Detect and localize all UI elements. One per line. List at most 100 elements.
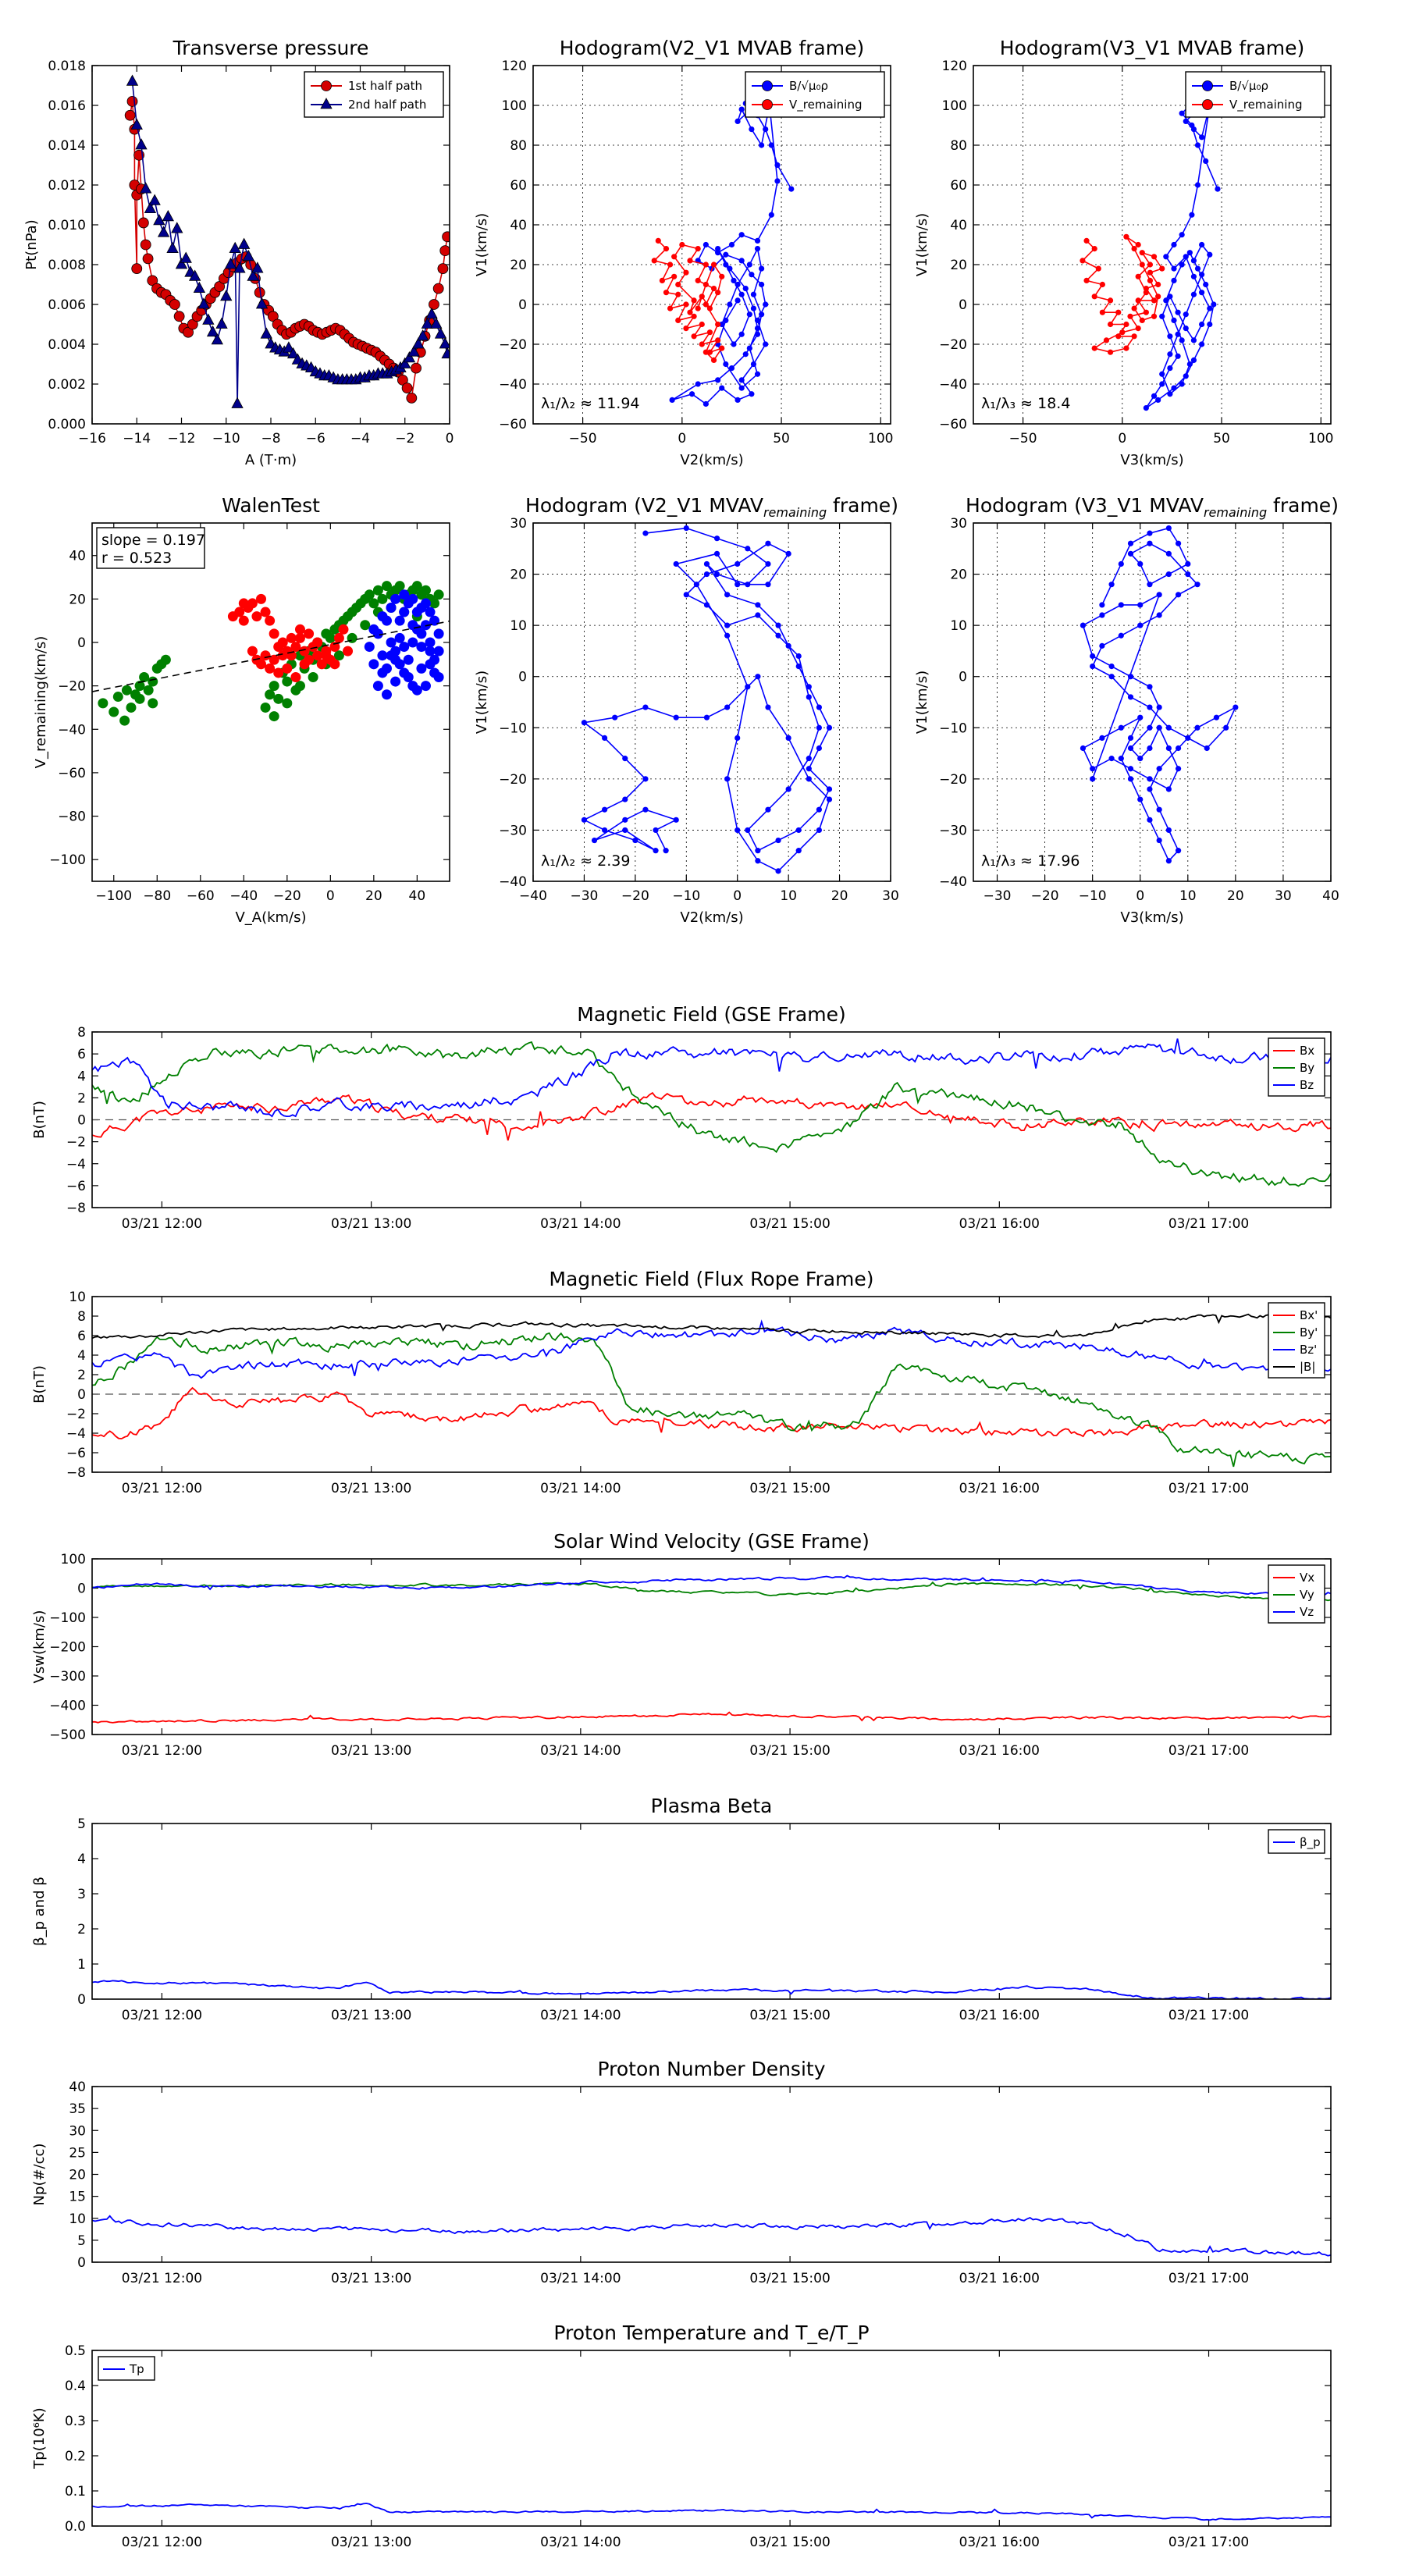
data-point (1175, 331, 1181, 337)
data-point (1185, 560, 1191, 568)
data-point (294, 624, 305, 635)
data-point (126, 95, 138, 107)
data-point (1202, 80, 1213, 91)
y-tick-label: −2 (66, 1135, 86, 1151)
data-point (1179, 337, 1185, 343)
y-tick-label: −200 (49, 1640, 86, 1656)
data-point (425, 307, 438, 319)
y-axis-label: B(nT) (31, 1365, 48, 1404)
legend-label: 2nd half path (348, 98, 426, 112)
data-point (1131, 305, 1137, 311)
y-axis-label: B(nT) (31, 1101, 48, 1139)
data-point (702, 262, 709, 268)
y-tick-label: −100 (49, 852, 86, 868)
data-point (1155, 397, 1161, 403)
data-point (1190, 258, 1197, 264)
plot-frame (532, 522, 891, 882)
data-point (683, 301, 689, 308)
legend-label: V_remaining (789, 98, 863, 112)
series-line (92, 1581, 1331, 1602)
data-point (622, 827, 628, 834)
data-point (785, 786, 791, 792)
data-point (433, 628, 444, 639)
data-point (1156, 806, 1162, 813)
data-point (1127, 776, 1134, 782)
data-point (746, 262, 752, 268)
y-tick-label: 8 (77, 1309, 86, 1325)
y-tick-label: −40 (499, 377, 527, 393)
data-point (738, 385, 745, 391)
y-tick-label: −400 (49, 1699, 86, 1714)
data-point (755, 674, 761, 680)
data-point (642, 530, 649, 536)
data-point (425, 637, 436, 648)
series-line (1082, 527, 1237, 863)
data-point (429, 598, 440, 609)
legend-label: Bz' (1300, 1343, 1317, 1357)
data-point (731, 341, 737, 347)
data-point (775, 868, 781, 874)
data-point (283, 341, 295, 353)
data-point (738, 232, 745, 238)
x-tick-label: −12 (168, 431, 196, 447)
y-tick-label: 5 (77, 2233, 86, 2249)
plot-frame (973, 522, 1332, 882)
y-tick-label: 0 (77, 1387, 86, 1403)
legend-box (304, 71, 444, 118)
data-point (759, 142, 765, 148)
data-point (742, 351, 749, 358)
data-point (1099, 281, 1105, 288)
data-point (806, 694, 812, 700)
data-point (755, 858, 761, 864)
chart-title-text: Hodogram (V3_V1 MVAV (966, 494, 1204, 517)
data-point (695, 381, 701, 387)
data-point (719, 321, 725, 328)
data-point (215, 317, 228, 329)
data-point (695, 305, 701, 311)
data-point (1175, 540, 1182, 546)
y-tick-label: 1 (77, 1957, 86, 1973)
data-point (1175, 745, 1182, 752)
data-point (1190, 126, 1197, 133)
plot-area (92, 2215, 1331, 2257)
data-point (260, 327, 272, 339)
y-tick-label: −6 (66, 1446, 86, 1461)
stats-box (96, 527, 205, 569)
data-point (1137, 622, 1144, 628)
data-point (724, 632, 731, 639)
data-point (695, 246, 701, 252)
data-point (399, 589, 410, 600)
plot-area (92, 2503, 1331, 2521)
data-point (1202, 99, 1213, 110)
data-point (723, 317, 729, 323)
data-point (1083, 237, 1090, 244)
legend-box (1268, 1829, 1325, 1854)
x-tick-label: 30 (1275, 888, 1292, 904)
data-point (795, 827, 802, 834)
data-point (1103, 337, 1110, 343)
data-point (1175, 592, 1182, 598)
data-point (265, 689, 276, 700)
data-point (1156, 704, 1162, 710)
data-point (602, 735, 608, 742)
data-point (321, 650, 332, 661)
data-point (1108, 582, 1115, 588)
plot-area (92, 1980, 1331, 1999)
y-tick-label: −500 (49, 1727, 86, 1743)
y-tick-label: 60 (510, 178, 527, 194)
data-point (108, 706, 119, 717)
data-point (364, 589, 375, 600)
data-point (237, 237, 251, 249)
data-point (728, 241, 735, 248)
data-point (390, 593, 401, 604)
data-point (765, 582, 771, 588)
data-point (1171, 317, 1177, 323)
chart-title: Hodogram (V2_V1 MVAVremaining frame) (525, 494, 898, 520)
plot-area (1080, 525, 1239, 864)
data-point (1127, 745, 1134, 752)
x-tick-label: 20 (365, 888, 382, 904)
data-point (1083, 277, 1090, 283)
y-tick-label: 20 (950, 568, 967, 583)
data-point (238, 598, 249, 609)
data-point (1107, 321, 1114, 328)
